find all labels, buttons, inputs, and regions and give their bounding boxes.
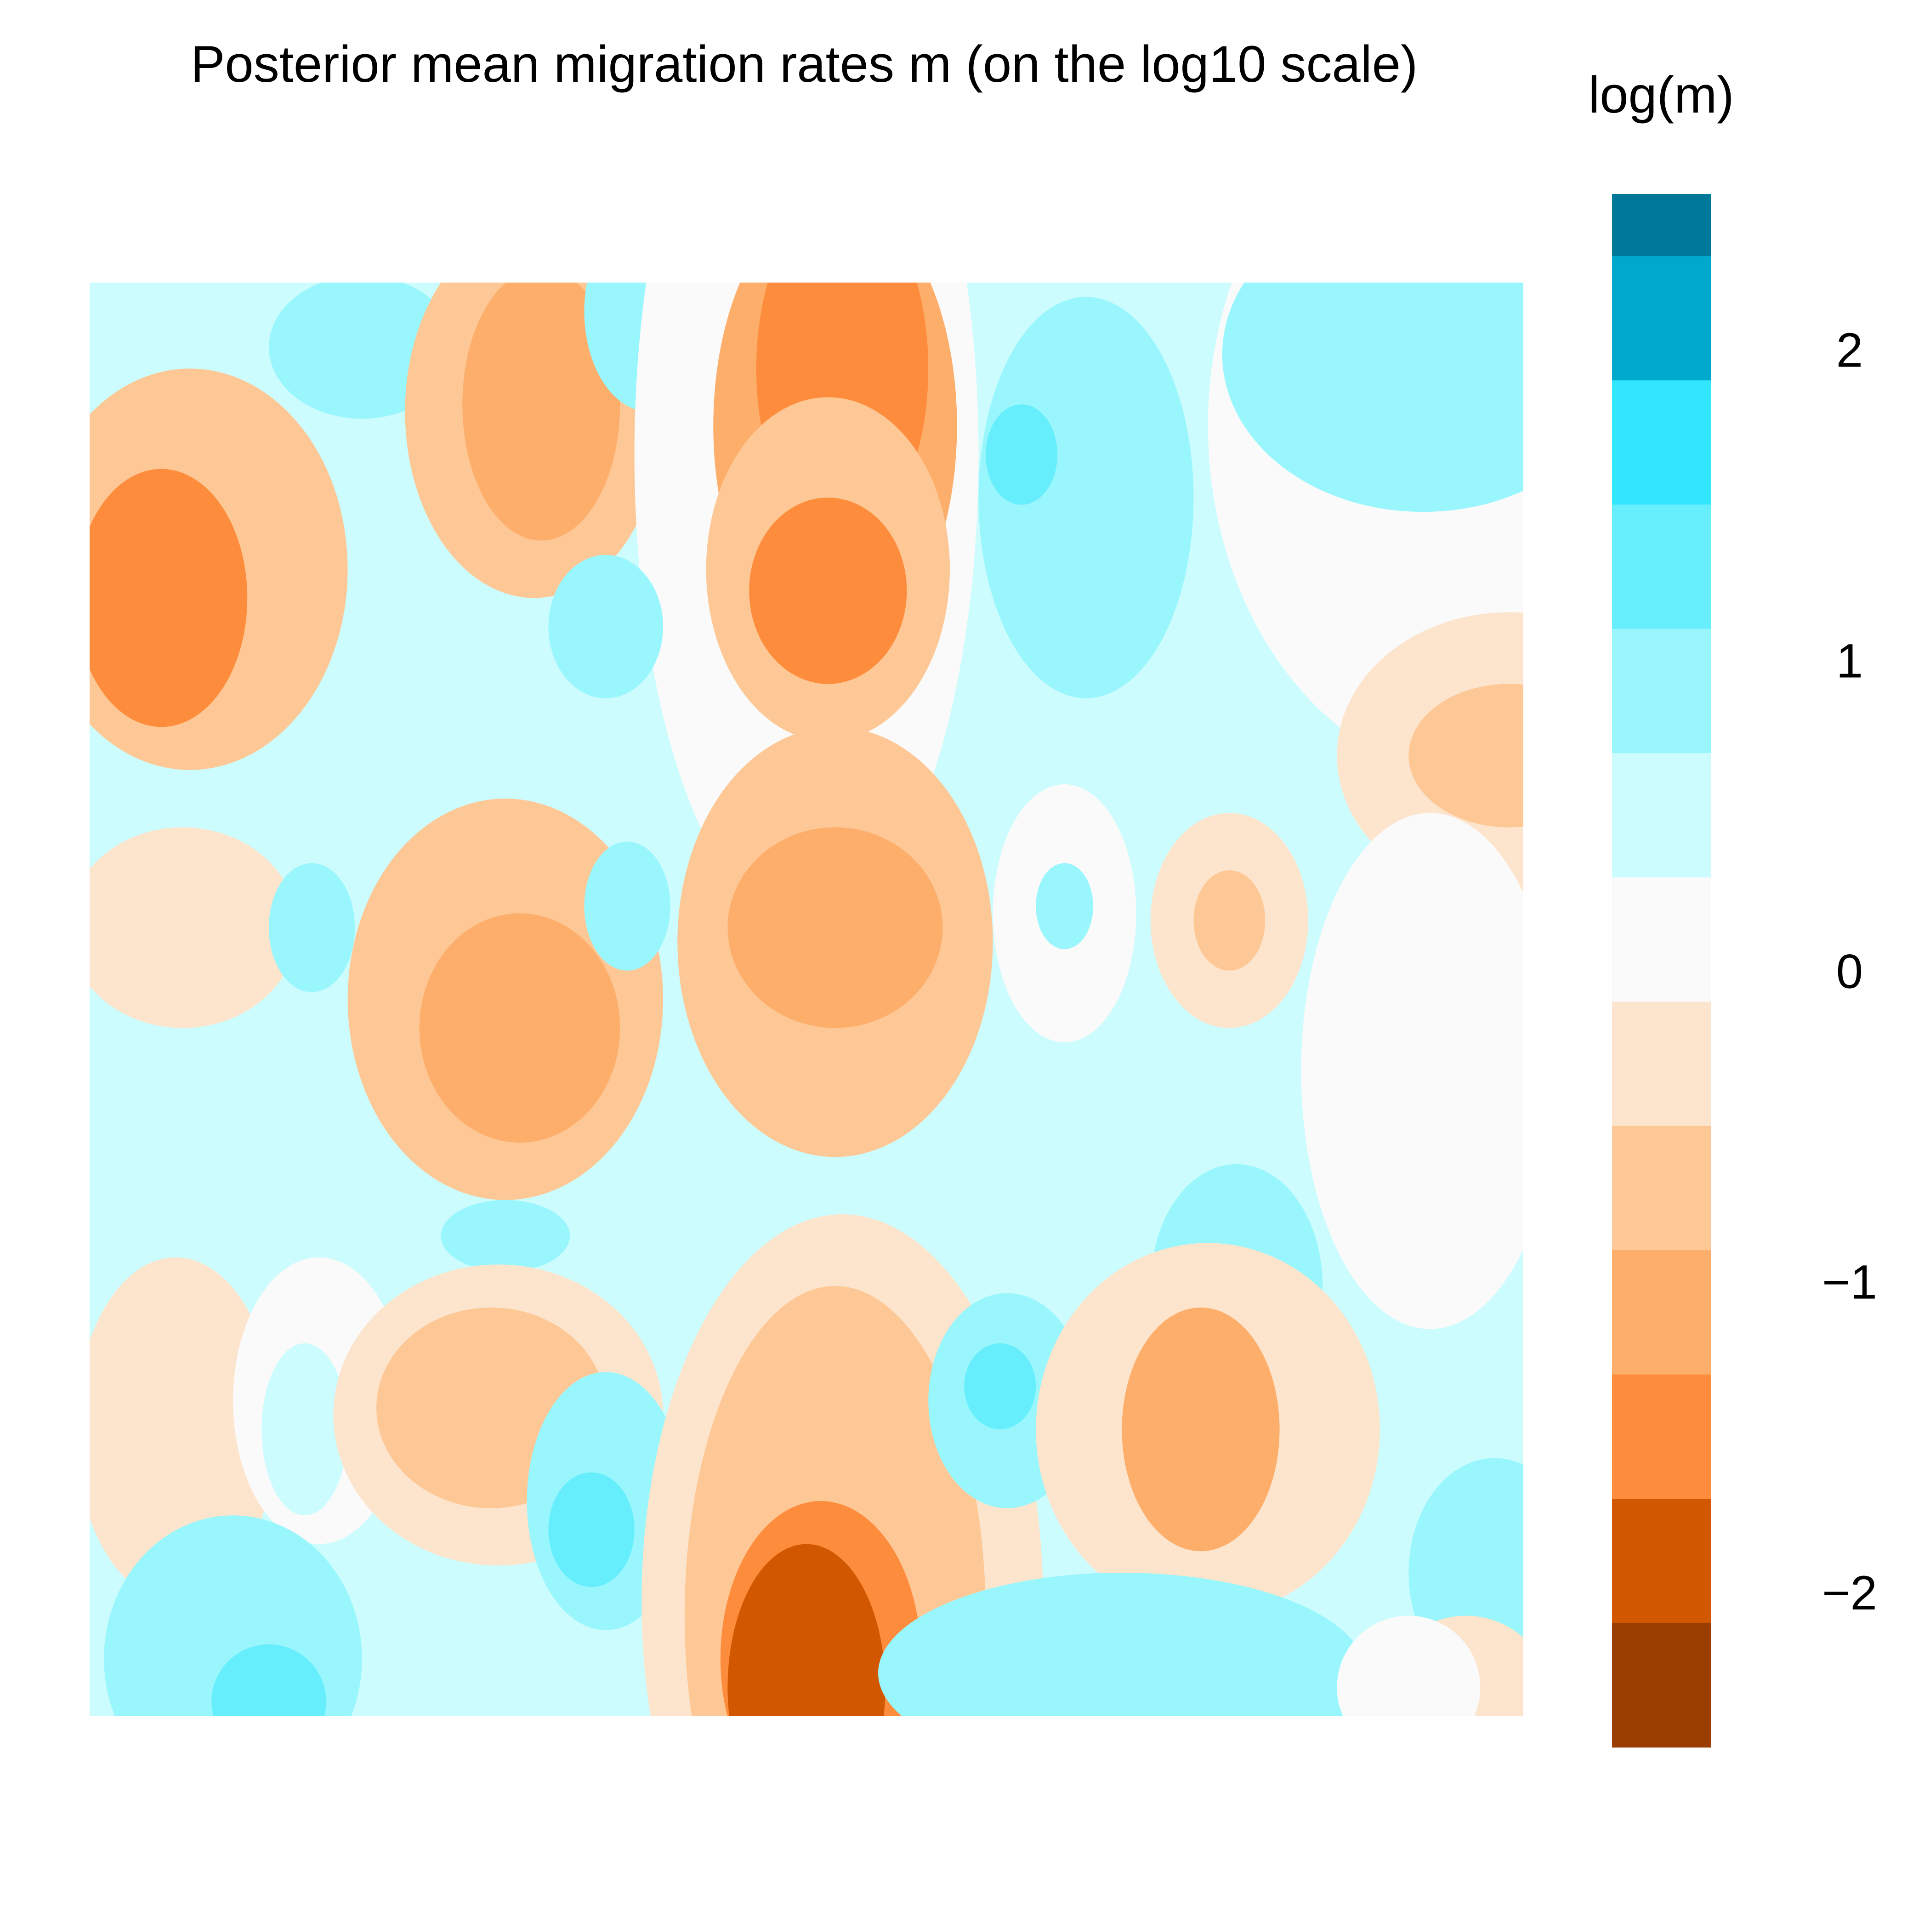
contour-region-39 xyxy=(548,1472,635,1587)
contour-region-14 xyxy=(548,555,663,698)
colorbar-level-8 xyxy=(1612,1002,1711,1127)
contour-region-16 xyxy=(1222,283,1523,512)
contour-region-50 xyxy=(878,1573,1366,1716)
contour-region-41 xyxy=(211,1644,326,1716)
colorbar-tick-label: 1 xyxy=(1836,634,1863,688)
contour-region-32 xyxy=(441,1200,570,1272)
colorbar-tick-label: −1 xyxy=(1822,1256,1877,1309)
colorbar-tick-label: −2 xyxy=(1822,1566,1877,1620)
migration-surface xyxy=(90,283,1523,1716)
colorbar-level-12 xyxy=(1612,1499,1711,1624)
colorbar-level-13 xyxy=(1612,1623,1711,1748)
colorbar-tick-label: 2 xyxy=(1836,323,1863,377)
colorbar-title: log(m) xyxy=(1588,66,1734,124)
colorbar-level-7 xyxy=(1612,877,1711,1002)
contour-region-29 xyxy=(1193,870,1266,971)
colorbar xyxy=(1612,194,1711,1748)
colorbar-level-2 xyxy=(1612,256,1711,381)
contour-region-33 xyxy=(90,1257,276,1602)
colorbar-level-3 xyxy=(1612,380,1711,505)
contour-region-30 xyxy=(1301,813,1523,1329)
contour-region-45 xyxy=(727,1544,886,1716)
contour-region-53 xyxy=(1337,1615,1481,1716)
colorbar-level-6 xyxy=(1612,753,1711,878)
contour-region-27 xyxy=(1036,863,1094,949)
colorbar-level-10 xyxy=(1612,1250,1711,1375)
colorbar-level-5 xyxy=(1612,629,1711,754)
contour-region-35 xyxy=(261,1343,348,1516)
contour-region-47 xyxy=(964,1343,1036,1429)
contour-region-12 xyxy=(978,297,1194,698)
contour-region-18 xyxy=(1408,684,1523,827)
chart-title: Posterior mean migration rates m (on the… xyxy=(191,35,1418,93)
colorbar-level-9 xyxy=(1612,1126,1711,1251)
contour-region-3 xyxy=(90,469,248,727)
contour-region-20 xyxy=(269,863,355,992)
contour-region-23 xyxy=(584,841,670,971)
contour-region-49 xyxy=(1122,1307,1280,1552)
contour-region-13 xyxy=(986,404,1057,505)
colorbar-level-4 xyxy=(1612,504,1711,629)
colorbar-tick-labels: −2 −1 0 1 2 xyxy=(1822,323,1877,1620)
colorbar-level-11 xyxy=(1612,1374,1711,1499)
contour-region-19 xyxy=(90,827,298,1028)
colorbar-level-1 xyxy=(1612,194,1711,256)
contour-region-22 xyxy=(419,913,620,1143)
contour-region-5 xyxy=(462,283,620,541)
contour-region-11 xyxy=(749,498,907,684)
colorbar-tick-label: 0 xyxy=(1836,945,1863,999)
contour-region-25 xyxy=(727,827,943,1028)
